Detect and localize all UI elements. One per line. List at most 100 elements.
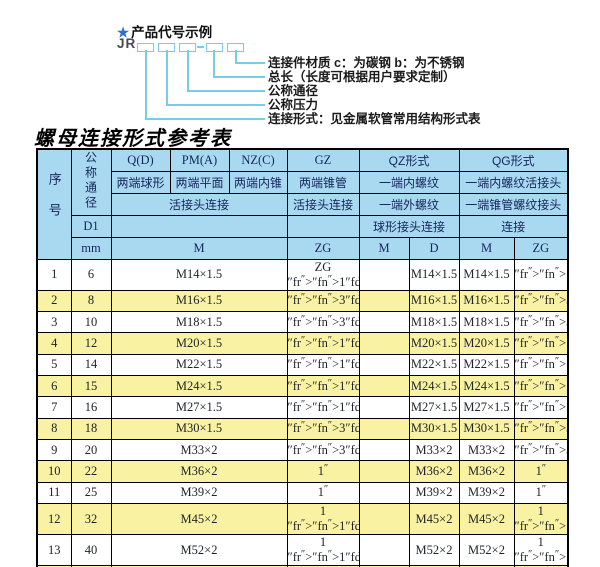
cell-qz-d: M45×2 bbox=[408, 503, 460, 536]
cell-qz-m bbox=[358, 258, 410, 291]
header-union-connect: 活接头连接 bbox=[110, 192, 288, 216]
cell-d1: 18 bbox=[70, 417, 112, 441]
cell-zg: 1 ″fr″>″fn″>1″fd″>4″ bbox=[286, 503, 360, 536]
header-qg-conn: 连接 bbox=[458, 214, 569, 238]
cell-d1: 12 bbox=[70, 332, 112, 355]
cell-seq: 10 bbox=[36, 460, 72, 483]
cell-seq: 5 bbox=[36, 353, 72, 376]
cell-m: M16×1.5 bbox=[110, 289, 288, 312]
leader-line bbox=[235, 62, 265, 64]
cell-zg: ″fr″>″fn″>1″fd″>2″ bbox=[286, 396, 360, 419]
header-q-code: Q(D) bbox=[110, 148, 171, 172]
cell-seq: 12 bbox=[36, 503, 72, 536]
leader-line bbox=[166, 104, 265, 106]
cell-m: M36×2 bbox=[110, 460, 288, 483]
leader-line bbox=[166, 50, 168, 105]
cell-zg: ″fr″>″fn″>1″fd″>2″ bbox=[286, 374, 360, 398]
cell-d1: 10 bbox=[70, 310, 112, 334]
leader-line bbox=[187, 90, 265, 92]
cell-qz-d: M39×2 bbox=[408, 481, 460, 505]
cell-zg: ″fr″>″fn″>3″fd″>4″ bbox=[286, 439, 360, 462]
cell-qg-m: M39×2 bbox=[458, 481, 515, 505]
table-row: 310M18×1.5″fr″>″fn″>3″fd″>8″M18×1.5M18×1… bbox=[36, 310, 569, 334]
header-blank-left bbox=[110, 214, 288, 238]
cell-zg: ZG ″fr″>″fn″>1″fd″>4″ bbox=[286, 258, 360, 291]
code-box-4 bbox=[206, 43, 223, 52]
header-q-desc: 两端球形 bbox=[110, 170, 171, 194]
cell-qz-m bbox=[358, 374, 410, 398]
cell-qz-m bbox=[358, 439, 410, 462]
leader-line bbox=[187, 50, 189, 91]
cell-qz-m bbox=[358, 310, 410, 334]
cell-qz-m bbox=[358, 396, 410, 419]
table-row: 615M24×1.5″fr″>″fn″>1″fd″>2″M24×1.5M24×1… bbox=[36, 374, 569, 398]
table-row: 412M20×1.5″fr″>″fn″>1″fd″>2″M20×1.5M20×1… bbox=[36, 332, 569, 355]
cell-qz-d: M64×2 bbox=[408, 565, 460, 567]
cell-m: M39×2 bbox=[110, 481, 288, 505]
header-zg: ZG bbox=[286, 236, 360, 260]
header-pm-desc: 两端平面 bbox=[169, 170, 230, 194]
header-nz-desc: 两端内锥 bbox=[228, 170, 288, 194]
header-gz-code: GZ bbox=[286, 148, 360, 172]
header-gz-desc: 两端锥管 bbox=[286, 170, 360, 194]
cell-qg-zg: ″fr″>″fn″>1″fd″>4″ bbox=[513, 258, 569, 291]
cell-d1: 15 bbox=[70, 374, 112, 398]
cell-qg-m: M16×1.5 bbox=[458, 289, 515, 312]
cell-qg-m: M30×1.5 bbox=[458, 417, 515, 441]
header-qg-outer: 一端锥管螺纹接头 bbox=[458, 192, 569, 216]
label-nominal-pressure: 公称压力 bbox=[268, 98, 319, 112]
cell-seq: 1 bbox=[36, 258, 72, 291]
cell-zg: ″fr″>″fn″>3″fd″>4″ bbox=[286, 417, 360, 441]
cell-seq: 2 bbox=[36, 289, 72, 312]
cell-qg-m: M20×1.5 bbox=[458, 332, 515, 355]
cell-zg: 1″ bbox=[286, 460, 360, 483]
cell-qz-m bbox=[358, 460, 410, 483]
table-row: 11 25 M39×2 1″ M39×2 M39×2 1″ bbox=[36, 481, 569, 505]
cell-d1: 22 bbox=[70, 460, 112, 483]
cell-m: M45×2 bbox=[110, 503, 288, 536]
header-gz-union-connect: 活接头连接 bbox=[286, 192, 360, 216]
cell-qg-zg: ″fr″>″fn″>3″fd″>8″ bbox=[513, 310, 569, 334]
label-material: 连接件材质 c：为碳钢 b：为不锈钢 bbox=[268, 56, 465, 70]
cell-m: M14×1.5 bbox=[110, 258, 288, 291]
cell-qg-zg: ″fr″>″fn″>3″fd″>8″ bbox=[513, 289, 569, 312]
label-total-length: 总长（长度可根据用户要求定制） bbox=[268, 70, 456, 84]
cell-qg-zg: ″fr″>″fn″>1″fd″>2″ bbox=[513, 374, 569, 398]
product-code-example-title: ★ 产品代号示例 bbox=[117, 21, 212, 41]
cell-d1: 16 bbox=[70, 396, 112, 419]
header-qg-form: QG形式 bbox=[458, 148, 569, 172]
cell-qz-d: M22×1.5 bbox=[408, 353, 460, 376]
cell-seq: 6 bbox=[36, 374, 72, 398]
leader-line bbox=[213, 50, 215, 77]
cell-d1: 14 bbox=[70, 353, 112, 376]
cell-d1: 25 bbox=[70, 481, 112, 505]
cell-d1: 6 bbox=[70, 258, 112, 291]
cell-qg-zg: 1 ″fr″>″fn″>1″fd″>2″ bbox=[513, 534, 569, 567]
cell-qz-d: M33×2 bbox=[408, 439, 460, 462]
cell-d1: 40 bbox=[70, 534, 112, 567]
cell-seq: 11 bbox=[36, 481, 72, 505]
header-qg-inner: 一端内螺纹活接头 bbox=[458, 170, 569, 194]
cell-m: M22×1.5 bbox=[110, 353, 288, 376]
cell-zg: ″fr″>″fn″>3″fd″>8″ bbox=[286, 310, 360, 334]
cell-m: M27×1.5 bbox=[110, 396, 288, 419]
header-pm-code: PM(A) bbox=[169, 148, 230, 172]
leader-line bbox=[235, 50, 237, 63]
cell-seq: 13 bbox=[36, 534, 72, 567]
cell-zg: 1 ″fr″>″fn″>1″fd″>2″ bbox=[286, 534, 360, 567]
cell-m: M18×1.5 bbox=[110, 310, 288, 334]
cell-qg-zg: ″fr″>″fn″>1″fd″>2″ bbox=[513, 396, 569, 419]
cell-qz-m bbox=[358, 503, 410, 536]
cell-seq: 4 bbox=[36, 332, 72, 355]
cell-qz-d: M14×1.5 bbox=[408, 258, 460, 291]
cell-m: M33×2 bbox=[110, 439, 288, 462]
cell-qz-m bbox=[358, 289, 410, 312]
cell-qz-d: M20×1.5 bbox=[408, 332, 460, 355]
cell-qz-m bbox=[358, 534, 410, 567]
cell-qg-m: M14×1.5 bbox=[458, 258, 515, 291]
header-qz-m: M bbox=[358, 236, 410, 260]
